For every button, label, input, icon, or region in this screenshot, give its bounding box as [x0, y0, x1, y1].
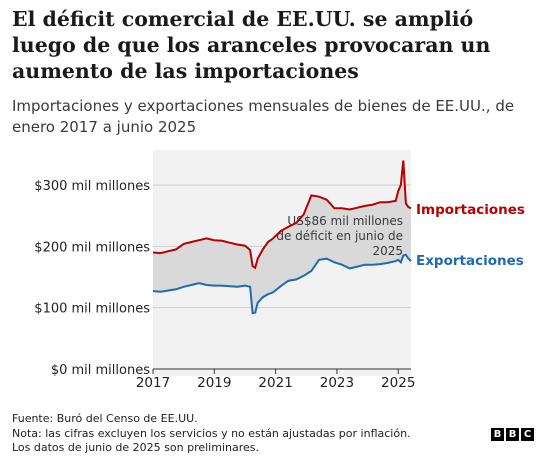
x-tick-label: 2023 — [320, 375, 354, 390]
deficit-area — [153, 160, 411, 314]
x-tick-labels: 2017 2019 2021 2023 2025 — [136, 375, 416, 390]
imports-legend-label: Importaciones — [416, 202, 525, 218]
bbc-logo: B B C — [491, 428, 534, 441]
bbc-logo-letter: B — [491, 428, 504, 441]
methodology-note: Nota: las cifras excluyen los servicios … — [12, 426, 411, 440]
chart-subtitle: Importaciones y exportaciones mensuales … — [12, 97, 515, 136]
x-tick-label: 2025 — [381, 375, 415, 390]
x-tick-label: 2021 — [258, 375, 292, 390]
imports-line — [152, 160, 412, 270]
y-tick-label: $0 mil millones — [51, 363, 150, 378]
bbc-logo-letter: B — [506, 428, 519, 441]
bbc-logo-letter: C — [521, 428, 534, 441]
x-tick-label: 2017 — [136, 375, 170, 390]
y-tick-label: $200 mil millones — [34, 240, 150, 255]
y-tick-labels: $0 mil millones $100 mil millones $200 mil… — [34, 179, 150, 378]
preliminary-note: Los datos de junio de 2025 son prelimina… — [12, 441, 259, 455]
annotation-line: 2025 — [372, 244, 403, 258]
annotation-line: US$86 mil millones — [287, 214, 403, 228]
footer: Fuente: Buró del Censo de EE.UU. Nota: l… — [12, 412, 537, 456]
x-ticks — [152, 369, 399, 374]
x-tick-label: 2019 — [197, 375, 231, 390]
y-tick-label: $300 mil millones — [34, 179, 150, 194]
y-tick-label: $100 mil millones — [34, 302, 150, 317]
annotation-line: de déficit en junio de — [276, 229, 403, 243]
exports-line — [152, 253, 412, 315]
chart-title: El déficit comercial de EE.UU. se amplió… — [12, 7, 491, 83]
source-note: Fuente: Buró del Censo de EE.UU. — [12, 412, 198, 425]
exports-legend-label: Exportaciones — [416, 253, 524, 269]
